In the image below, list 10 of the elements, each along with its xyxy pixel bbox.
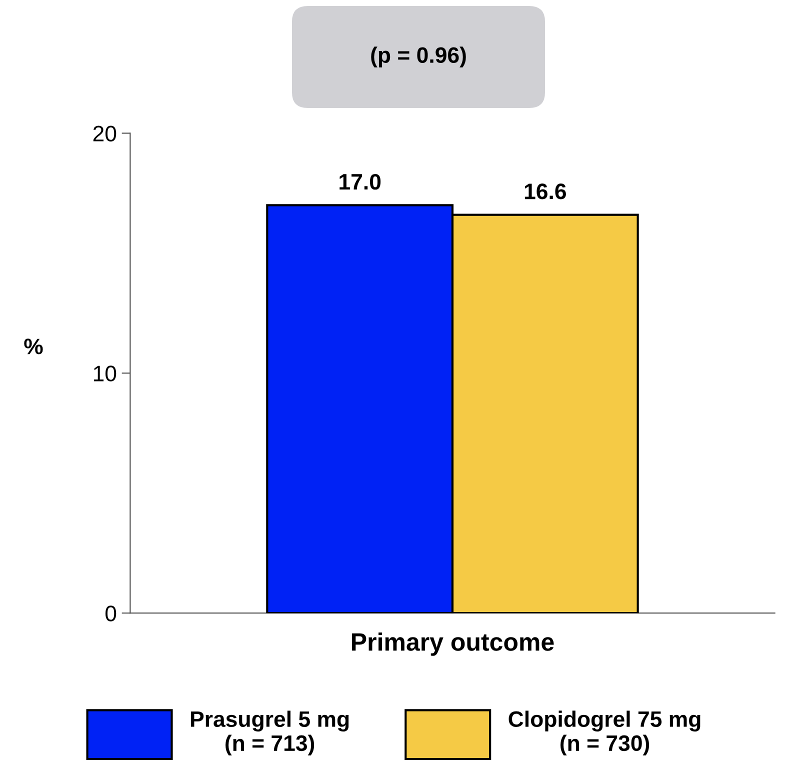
y-tick-label: 10: [94, 366, 116, 382]
legend-label: Prasugrel 5 mg (n = 713): [191, 710, 349, 756]
x-tick-label: Primary outcome: [352, 632, 554, 656]
data-label: 16.6: [524, 184, 566, 200]
text: (p = 0.96): [371, 46, 466, 68]
y-tick-label: 0: [106, 606, 116, 622]
legend-label: Clopidogrel 75 mg (n = 730): [508, 710, 700, 756]
y-axis-title: %: [24, 338, 43, 354]
y-tick-label: 20: [93, 126, 116, 142]
data-label: 17.0: [340, 174, 381, 190]
